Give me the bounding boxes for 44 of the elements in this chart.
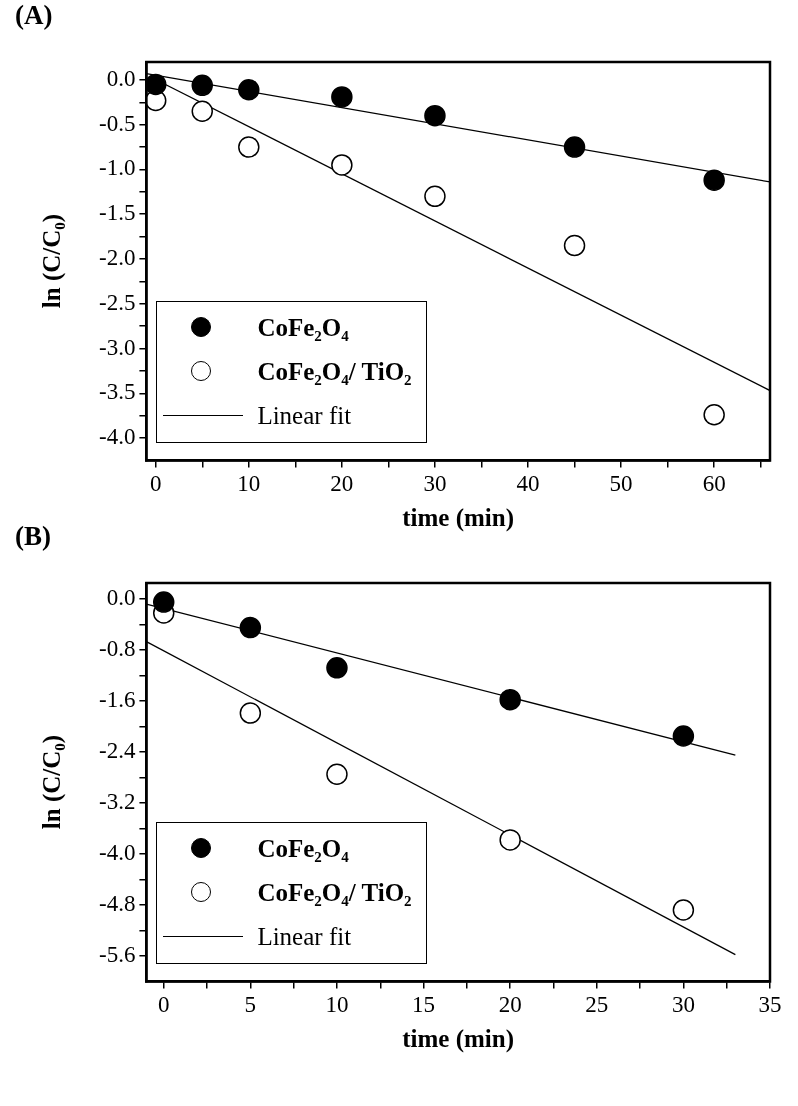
legend-label: CoFe₂O₄ bbox=[257, 835, 349, 864]
y-tick-label: -3.2 bbox=[98, 788, 136, 814]
y-tick-label: -2.5 bbox=[98, 289, 136, 315]
x-tick-label: 35 bbox=[758, 992, 782, 1018]
x-tick-label: 5 bbox=[244, 992, 257, 1018]
y-tick-label: -0.8 bbox=[98, 635, 136, 661]
legend-label: Linear fit bbox=[257, 923, 352, 952]
y-tick-label: -3.5 bbox=[98, 379, 136, 405]
x-tick-label: 10 bbox=[237, 471, 261, 497]
x-tick-label: 0 bbox=[149, 471, 162, 497]
y-tick-label: -1.5 bbox=[98, 200, 136, 226]
y-tick-label: -4.0 bbox=[98, 424, 136, 450]
y-tick-label: 0.0 bbox=[106, 65, 136, 91]
y-tick-label: -4.0 bbox=[98, 839, 136, 865]
y-tick-label: 0.0 bbox=[106, 584, 136, 610]
x-tick-label: 10 bbox=[325, 992, 349, 1018]
y-tick-label: -4.8 bbox=[98, 890, 136, 916]
x-tick-label: 30 bbox=[423, 471, 447, 497]
chart-title: (B) bbox=[15, 521, 51, 552]
x-tick-label: 60 bbox=[702, 471, 726, 497]
x-tick-label: 15 bbox=[412, 992, 436, 1018]
y-tick-label: -1.6 bbox=[98, 686, 136, 712]
y-tick-label: -2.4 bbox=[98, 737, 136, 763]
y-tick-label: -0.5 bbox=[98, 110, 136, 136]
x-axis-title: time (min) bbox=[402, 504, 514, 533]
y-axis-title: ln (C/C₀) bbox=[38, 735, 67, 830]
legend-label: CoFe₂O₄ bbox=[257, 314, 349, 343]
y-tick-label: -1.0 bbox=[98, 155, 136, 181]
x-tick-label: 20 bbox=[330, 471, 354, 497]
y-tick-label: -5.6 bbox=[98, 941, 136, 967]
x-tick-label: 0 bbox=[157, 992, 170, 1018]
legend-label: CoFe₂O₄/ TiO₂ bbox=[257, 879, 412, 908]
legend-label: CoFe₂O₄/ TiO₂ bbox=[257, 358, 412, 387]
x-tick-label: 25 bbox=[585, 992, 609, 1018]
x-tick-label: 20 bbox=[498, 992, 522, 1018]
y-tick-label: -2.0 bbox=[98, 245, 136, 271]
y-axis-title: ln (C/C₀) bbox=[38, 214, 67, 309]
x-tick-label: 30 bbox=[671, 992, 695, 1018]
x-tick-label: 40 bbox=[516, 471, 540, 497]
x-tick-label: 50 bbox=[609, 471, 633, 497]
x-axis-title: time (min) bbox=[402, 1025, 514, 1054]
chart-title: (A) bbox=[15, 0, 53, 31]
y-tick-label: -3.0 bbox=[98, 334, 136, 360]
legend-label: Linear fit bbox=[257, 402, 352, 431]
